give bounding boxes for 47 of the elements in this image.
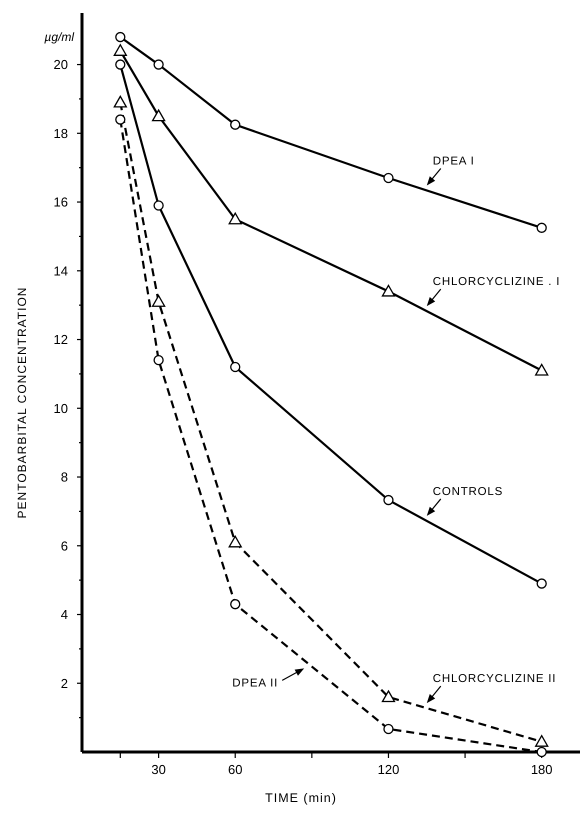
y-tick-label: 20 (54, 57, 68, 72)
point (382, 690, 396, 702)
y-axis-title: PENTOBARBITAL CONCENTRATION (15, 286, 29, 518)
y-tick-label: 4 (60, 607, 68, 622)
y-tick-label: 8 (60, 470, 68, 485)
point (153, 200, 164, 211)
point (114, 44, 127, 56)
point (383, 172, 394, 184)
x-tick-label: 120 (378, 762, 400, 777)
point (230, 120, 240, 130)
text: CHLORCYCLIZINE . I (432, 276, 560, 288)
y-tick-label: 16 (54, 194, 68, 210)
text: DPEA II (232, 677, 278, 690)
y-tick-label: 2 (60, 676, 68, 691)
y-tick-label: 14 (54, 263, 68, 278)
point (382, 284, 396, 297)
point (228, 212, 242, 224)
point (230, 599, 240, 610)
point (153, 59, 164, 70)
point (115, 59, 126, 70)
y-tick-label: 6 (60, 538, 68, 554)
point (536, 578, 547, 589)
point (383, 724, 394, 734)
text: CONTROLS (432, 486, 504, 498)
point (228, 536, 242, 548)
point (536, 746, 547, 758)
point (535, 735, 548, 747)
x-axis-title: TIME (min) (265, 791, 337, 805)
x-tick-label: 180 (530, 762, 553, 777)
text: DPEA I (432, 155, 475, 168)
point (115, 32, 126, 42)
y-tick-label: 12 (54, 332, 68, 348)
y-tick-label: 10 (54, 400, 68, 416)
point (115, 114, 126, 125)
x-tick-label: 30 (151, 762, 166, 777)
point (535, 364, 548, 376)
x-tick-label: 60 (228, 762, 242, 777)
point (153, 355, 164, 366)
text: CHLORCYCLIZINE II (432, 673, 556, 686)
point (383, 494, 394, 506)
text: µg/ml (44, 30, 74, 44)
point (152, 295, 166, 307)
point (114, 96, 127, 108)
y-tick-label: 18 (54, 126, 68, 141)
point (536, 222, 547, 233)
point (230, 362, 240, 372)
point (152, 109, 166, 122)
